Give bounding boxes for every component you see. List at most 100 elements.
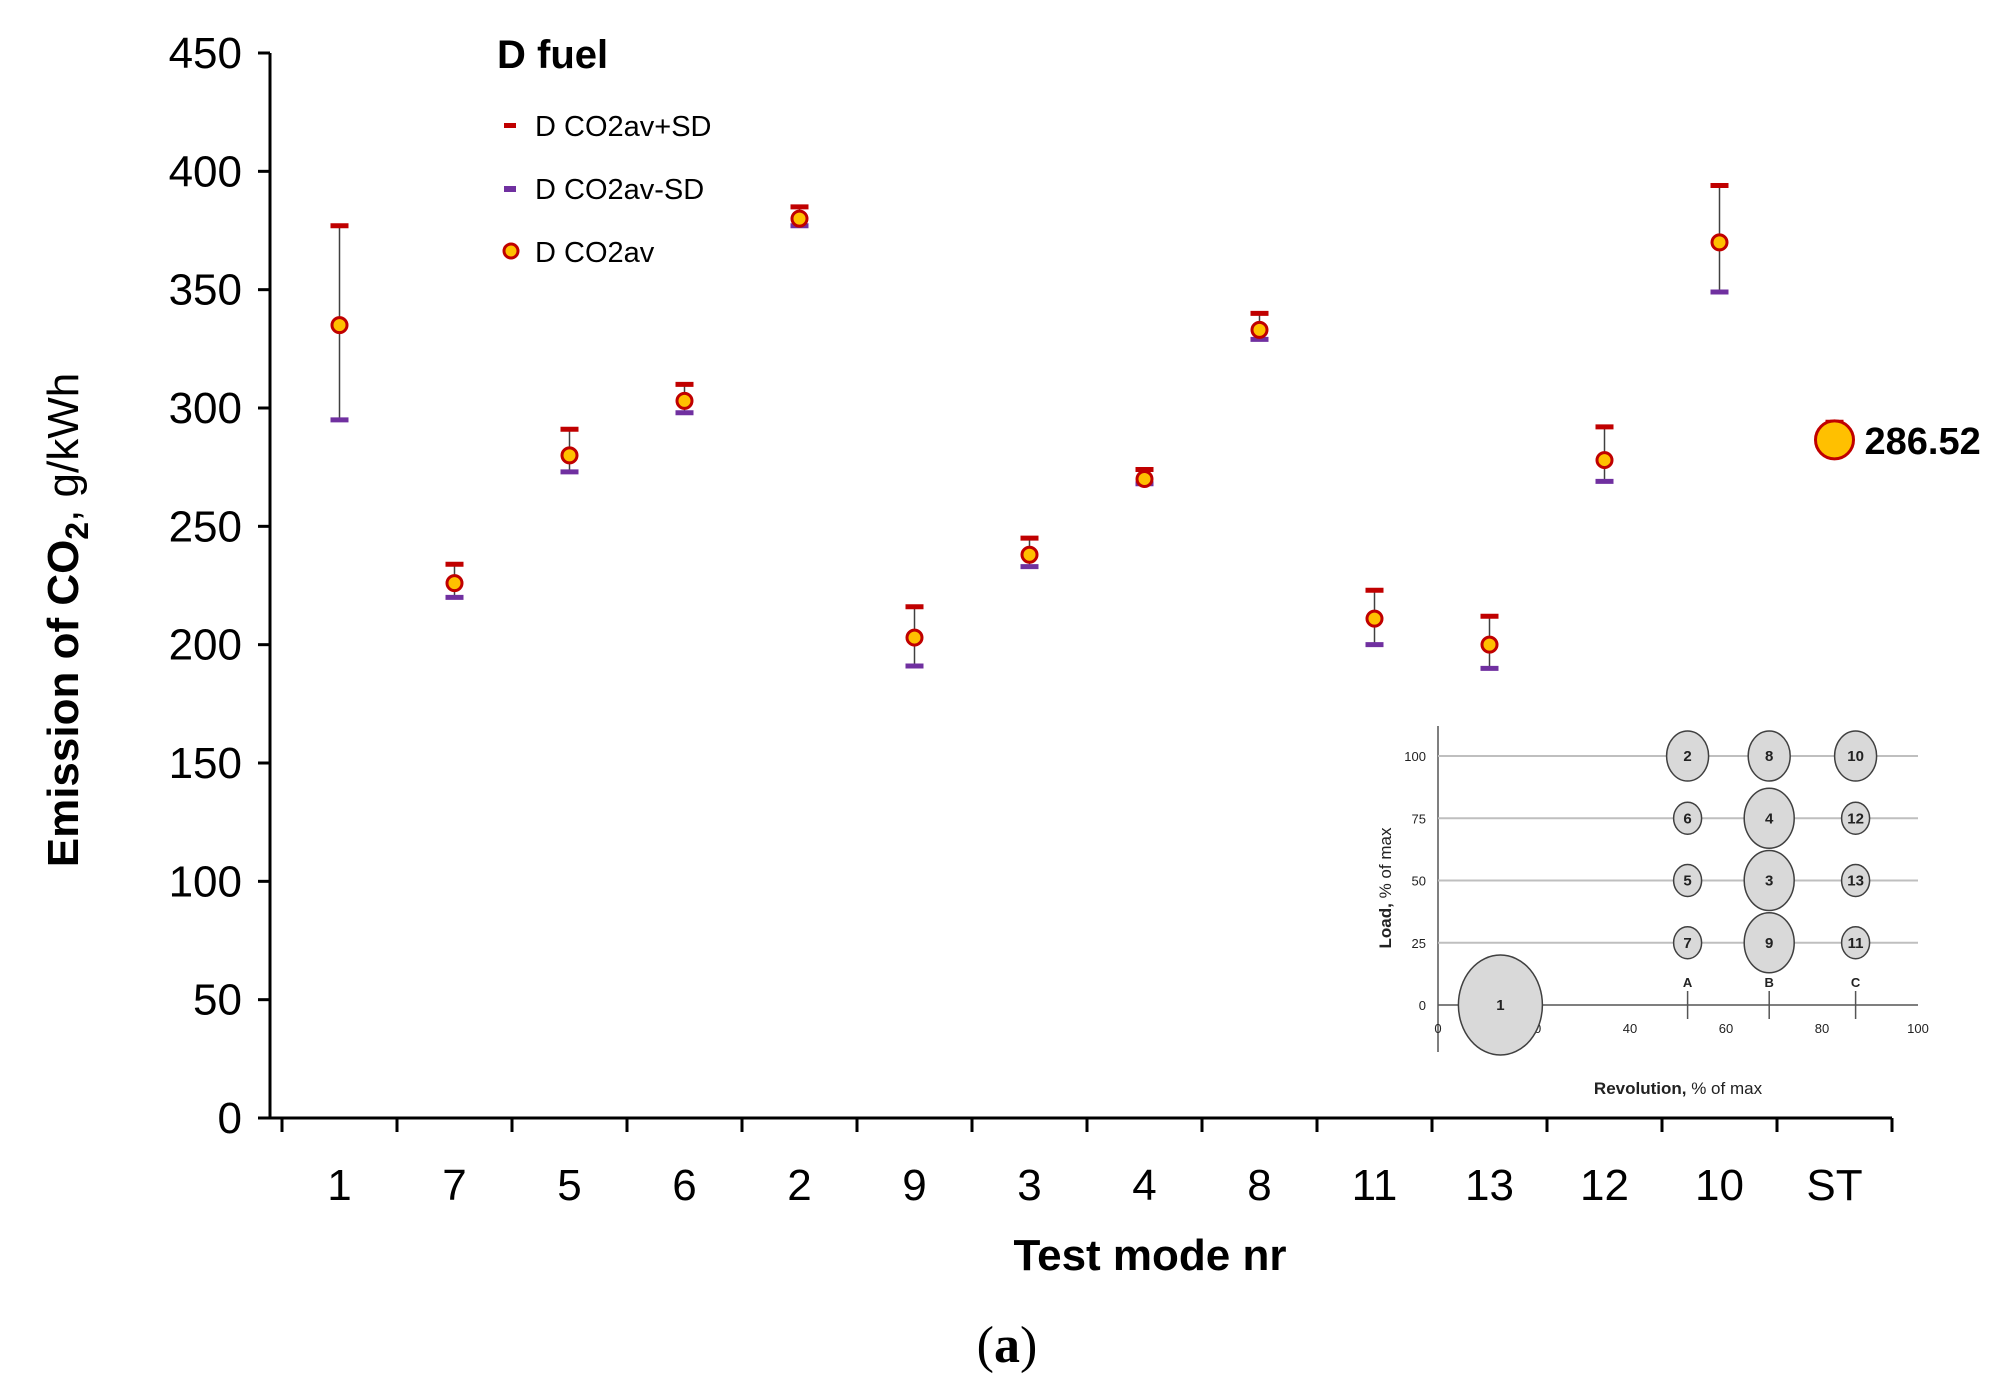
inset-mode-bubble [1840,863,1871,898]
inset-x-tick-label: 80 [1815,1021,1829,1036]
y-tick-label: 150 [169,739,242,788]
inset-mode-bubble [1840,926,1871,960]
inset-y-tick-label: 100 [1404,749,1426,764]
inset-mode-bubble [1833,730,1878,782]
point-group-10 [1710,183,1729,295]
x-tick-label: 3 [1017,1161,1041,1210]
caption-close: ) [1020,1317,1037,1374]
x-tick-label: ST [1806,1161,1862,1210]
inset-mode-5: 5 [1672,863,1703,898]
inset-mode-label: 13 [1847,873,1864,890]
inset-mode-label: 12 [1847,810,1864,827]
inset-mode-6: 6 [1672,801,1703,835]
average-marker [790,209,809,228]
inset-mode-9: 9 [1743,912,1795,974]
y-tick-label: 50 [193,976,242,1025]
average-marker [675,391,694,410]
inset-speed-label: B [1765,975,1774,990]
x-tick-label: 5 [557,1161,581,1210]
y-axis-title: Emission of CO2, g/kWh [39,373,95,868]
point-group-3 [1020,535,1039,570]
inset-mode-bubble [1743,912,1795,974]
point-group-6 [675,381,694,416]
inset-y-axis-title: Load, % of max [1376,827,1395,948]
inset-mode-label: 7 [1683,935,1691,952]
inset-mode-bubble [1743,849,1795,912]
legend-label-average: D CO2av [535,237,655,269]
inset-x-axis-title: Revolution, % of max [1594,1079,1763,1098]
y-axis-title-suffix: , g/kWh [39,373,88,522]
x-tick-label: 6 [672,1161,696,1210]
legend: D fuel D CO2av+SD D CO2av-SD D CO2av [497,33,711,269]
inset-y-tick-label: 0 [1419,998,1426,1013]
inset-mode-bubble [1747,730,1791,782]
y-tick-label: 350 [169,266,242,315]
point-group-5 [560,426,579,475]
inset-mode-3: 3 [1743,849,1795,912]
inset-mode-8: 8 [1747,730,1791,782]
point-group-9 [905,604,924,669]
average-marker-st [1814,419,1855,461]
point-group-4 [1135,467,1154,488]
x-tick-label: 10 [1695,1161,1744,1210]
legend-marker-minus-sd [504,186,516,192]
y-axis-title-prefix: Emission of CO [39,540,88,868]
figure-caption: (a) [977,1317,1038,1374]
inset-mode-label: 10 [1847,748,1864,765]
inset-y-tick-label: 50 [1412,874,1426,889]
average-marker [1135,470,1154,488]
x-tick-label: 2 [787,1161,811,1210]
x-tick-label: 7 [442,1161,466,1210]
inset-speed-label: C [1851,975,1861,990]
legend-label-plus-sd: D CO2av+SD [535,111,711,143]
inset-speed-label: A [1683,975,1693,990]
point-group-ST [1814,419,1855,461]
y-tick-label: 250 [169,502,242,551]
y-tick-label: 200 [169,621,242,670]
point-group-7 [445,561,464,600]
inset-mode-bubble [1743,787,1795,849]
point-group-11 [1365,587,1384,648]
inset-y-tick-label: 75 [1412,811,1426,826]
inset-mode-10: 10 [1833,730,1878,782]
average-marker [330,316,349,335]
y-tick-label: 0 [218,1094,242,1143]
average-marker [1595,451,1614,470]
legend-title: D fuel [497,33,608,77]
inset-mode-bubble [1672,801,1703,835]
y-axis: 0 50 100 150 200 250 300 350 400 450 [169,29,272,1143]
x-tick-label: 8 [1247,1161,1271,1210]
x-tick-label: 12 [1580,1161,1629,1210]
test-mode-map-inset: 0255075100020406080100ABC128106412531379… [1376,726,1929,1098]
inset-mode-label: 4 [1765,810,1774,827]
inset-mode-label: 1 [1496,997,1504,1014]
inset-mode-label: 11 [1848,935,1864,952]
average-marker [445,574,464,593]
inset-x-tick-label: 40 [1623,1021,1637,1036]
legend-marker-average [502,242,520,260]
y-tick-label: 450 [169,29,242,78]
inset-x-axis-title-bold: Revolution, [1594,1079,1687,1098]
average-marker [1710,233,1729,252]
x-axis-title: Test mode nr [1013,1231,1286,1280]
point-group-8 [1250,310,1269,342]
st-value-label: 286.52 [1865,421,1981,463]
x-tick-label: 13 [1465,1161,1514,1210]
inset-mode-2: 2 [1665,730,1710,782]
data-points [330,183,1855,671]
average-marker [560,446,579,465]
point-group-1 [330,223,349,423]
inset-mode-label: 5 [1683,873,1691,890]
inset-mode-bubble [1672,863,1703,898]
average-marker [1480,635,1499,654]
inset-x-tick-label: 0 [1434,1021,1441,1036]
inset-mode-12: 12 [1840,801,1871,835]
point-group-12 [1595,424,1614,484]
inset-y-tick-label: 25 [1412,936,1426,951]
y-tick-label: 300 [169,384,242,433]
average-marker [1250,320,1269,339]
inset-mode-bubble [1457,954,1544,1056]
inset-mode-13: 13 [1840,863,1871,898]
inset-mode-bubble [1665,730,1710,782]
